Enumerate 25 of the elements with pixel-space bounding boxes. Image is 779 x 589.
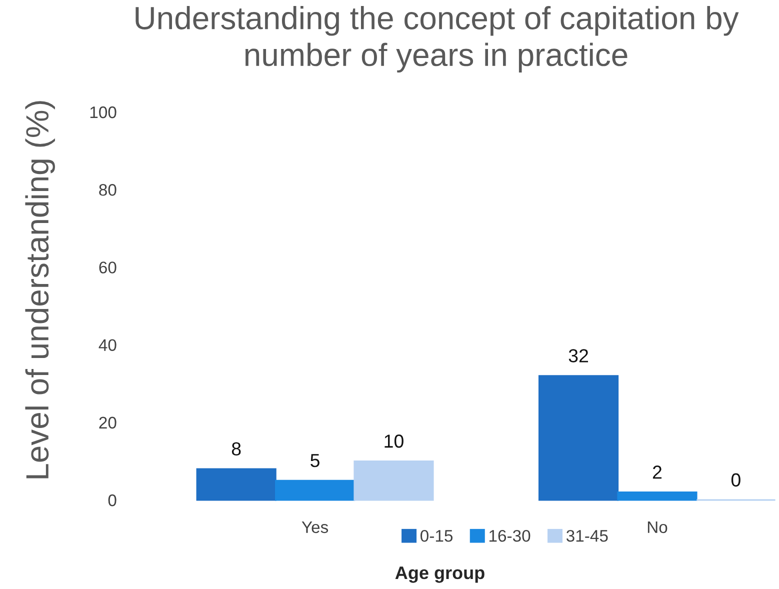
bar [538,375,619,501]
x-tick-label: Yes [302,521,328,534]
x-axis-title: Age group [395,566,484,583]
x-tick-label: No [648,521,668,534]
y-tick-label: 40 [98,339,116,352]
bar [196,468,276,501]
data-label: 10 [384,434,404,448]
data-label: 5 [310,454,320,468]
legend-label: 16-30 [489,530,530,542]
data-label: 0 [731,473,740,487]
data-label: 32 [568,349,588,362]
data-label: 2 [652,466,662,479]
y-tick-label: 60 [99,262,116,274]
bar [354,460,434,501]
y-tick-label: 80 [99,184,116,196]
y-axis-title: Level of understanding (%) [25,101,55,478]
legend-label: 31-45 [566,530,608,542]
data-label: 8 [232,442,241,456]
y-tick-label: 0 [108,494,116,506]
y-tick-label: 100 [90,106,116,118]
legend-label: 0-15 [420,530,453,542]
bar [617,492,698,501]
bar [274,480,356,501]
chart-title: Understanding the concept of capitation by number of years in practice [136,6,739,72]
y-tick-label: 20 [99,416,116,429]
